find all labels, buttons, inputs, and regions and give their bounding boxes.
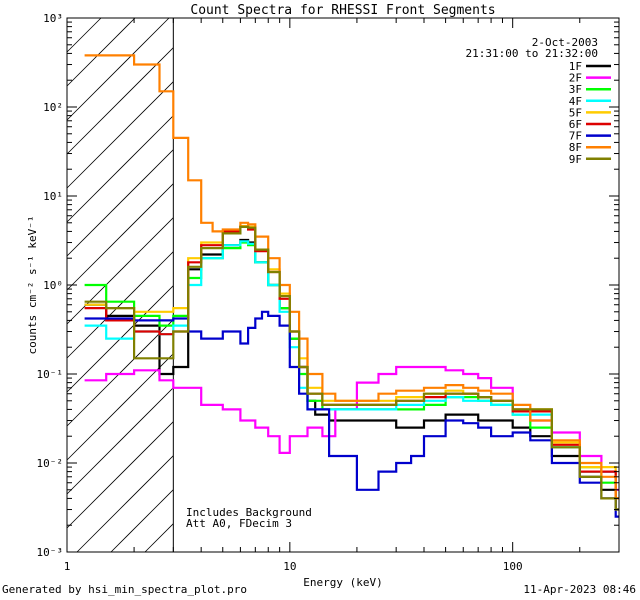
series-line-7F (84, 310, 619, 518)
hatch-line (66, 115, 174, 223)
legend-label-3F: 3F (569, 83, 582, 96)
footer-generated-by: Generated by hsi_min_spectra_plot.pro (2, 583, 248, 596)
legend-label-7F: 7F (569, 130, 582, 143)
y-tick-label: 10⁻³ (37, 546, 64, 559)
hatch-line (66, 421, 174, 529)
hatch-line (76, 455, 174, 553)
x-tick-label: 100 (503, 560, 523, 573)
legend-label-8F: 8F (569, 141, 582, 154)
series-line-9F (84, 225, 619, 511)
y-tick-label: 10² (43, 101, 63, 114)
annotations: Includes Background Att A0, FDecim 3 (186, 506, 312, 530)
legend: 2-Oct-2003 21:31:00 to 21:32:00 1F2F3F4F… (466, 36, 611, 166)
y-axis-label: counts cm⁻² s⁻¹ keV⁻¹ (26, 215, 39, 354)
hatch-line (66, 81, 174, 189)
plot-frame (66, 17, 620, 553)
legend-label-9F: 9F (569, 153, 582, 166)
y-tick-label: 10³ (43, 12, 63, 25)
y-tick-label: 10¹ (43, 190, 63, 203)
legend-label-5F: 5F (569, 106, 582, 119)
chart-title: Count Spectra for RHESSI Front Segments (190, 3, 495, 18)
hatch-line (66, 17, 102, 53)
x-tick-label: 1 (64, 560, 71, 573)
annotation-attenuator: Att A0, FDecim 3 (186, 517, 292, 530)
y-tick-label: 10⁻² (37, 457, 64, 470)
legend-label-6F: 6F (569, 118, 582, 131)
y-tick-label: 10⁻¹ (37, 368, 64, 381)
hatch-line (66, 17, 170, 121)
spectra-series (84, 54, 619, 518)
x-tick-label: 10 (283, 560, 296, 573)
x-axis-label: Energy (keV) (303, 576, 382, 589)
legend-date: 2-Oct-2003 (532, 36, 598, 49)
excluded-energy-hatch (66, 17, 174, 553)
series-line-1F (84, 238, 619, 511)
series-line-8F (84, 54, 619, 500)
hatch-line (66, 387, 174, 495)
legend-time-range: 21:31:00 to 21:32:00 (466, 47, 598, 60)
legend-label-1F: 1F (569, 60, 582, 73)
series-line-4F (84, 240, 619, 500)
hatch-line (66, 251, 174, 359)
hatch-line (144, 523, 174, 553)
hatch-line (110, 489, 174, 553)
legend-label-2F: 2F (569, 72, 582, 85)
hatch-line (66, 319, 174, 427)
axes: 1 10 100 10⁻³ 10⁻² 10⁻¹ 10⁰ 10¹ 10² 10³ (37, 12, 620, 573)
legend-label-4F: 4F (569, 95, 582, 108)
hatch-line (66, 217, 174, 325)
hatch-line (66, 183, 174, 291)
series-line-3F (84, 241, 619, 500)
y-tick-label: 10⁰ (43, 279, 63, 292)
footer-timestamp: 11-Apr-2023 08:46 (523, 583, 636, 596)
hatch-line (66, 17, 136, 87)
annotation-background: Includes Background (186, 506, 312, 519)
hatch-line (66, 149, 174, 257)
